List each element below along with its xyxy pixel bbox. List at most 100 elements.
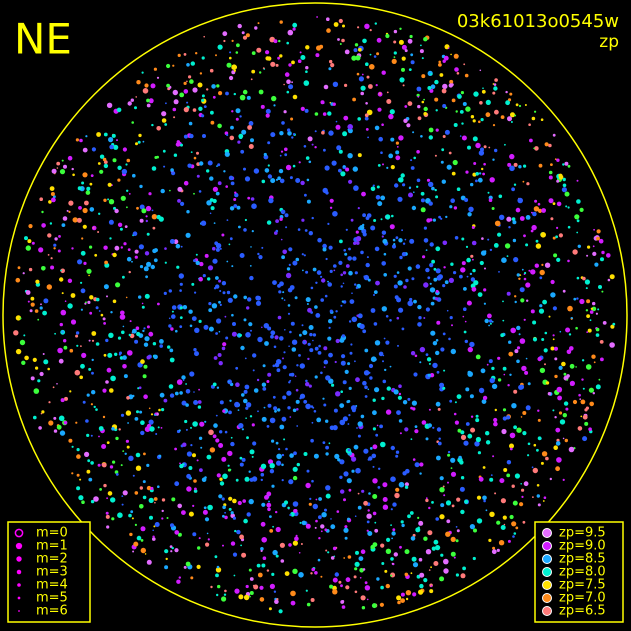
zp-label: zp=6.5 [559, 604, 606, 619]
star [116, 107, 122, 113]
star [540, 461, 544, 465]
star [477, 177, 483, 183]
star [275, 554, 279, 558]
star [372, 410, 377, 416]
star [208, 326, 214, 332]
star [488, 146, 491, 149]
star [402, 84, 405, 87]
star [443, 55, 449, 61]
star [434, 97, 439, 102]
star [327, 280, 329, 283]
star [103, 132, 108, 137]
star [466, 275, 469, 278]
star [392, 502, 397, 507]
star [351, 316, 358, 323]
star [425, 549, 432, 555]
star [375, 280, 380, 286]
star [216, 386, 220, 389]
star [372, 478, 378, 484]
star [215, 243, 222, 249]
star [492, 91, 496, 95]
star [181, 375, 186, 380]
star [93, 405, 96, 409]
star [325, 375, 331, 381]
star [475, 172, 480, 176]
star [435, 246, 441, 252]
star [178, 273, 184, 279]
star [274, 335, 279, 340]
star [276, 598, 279, 601]
star [274, 409, 277, 413]
star [512, 220, 517, 225]
star [325, 191, 329, 195]
star [243, 398, 248, 404]
star [482, 495, 487, 501]
star [126, 206, 128, 209]
star [192, 504, 195, 507]
star [245, 584, 249, 589]
star [556, 179, 560, 183]
star [325, 549, 328, 552]
star [251, 69, 256, 74]
star [584, 421, 589, 426]
star [199, 161, 204, 166]
star [241, 393, 245, 397]
star [305, 379, 308, 383]
star [348, 179, 353, 184]
star [354, 360, 356, 363]
star [265, 56, 270, 61]
star [408, 186, 412, 189]
star [270, 132, 276, 138]
star [152, 535, 155, 538]
star [395, 454, 399, 458]
star [105, 380, 109, 384]
star [342, 165, 346, 168]
star [492, 455, 495, 458]
star [436, 275, 442, 281]
star [483, 288, 487, 292]
star [393, 29, 398, 34]
star [128, 455, 134, 461]
star [428, 127, 434, 133]
star [154, 522, 160, 527]
star [186, 101, 189, 104]
star [267, 372, 272, 377]
star [345, 167, 350, 172]
star [228, 410, 232, 415]
star [233, 69, 236, 72]
star [599, 340, 604, 344]
star [507, 539, 511, 543]
star [385, 583, 390, 589]
star [439, 73, 444, 77]
star [161, 509, 164, 513]
star [442, 386, 446, 390]
star [585, 364, 592, 370]
star [229, 206, 235, 211]
star [478, 120, 481, 124]
star [211, 84, 216, 89]
star [443, 494, 446, 497]
star [420, 135, 423, 138]
star [33, 415, 37, 420]
star [427, 373, 431, 377]
star [172, 64, 175, 67]
star [341, 605, 346, 609]
star [415, 527, 421, 533]
star [144, 336, 150, 342]
star [321, 278, 326, 283]
star [401, 44, 407, 50]
star [150, 413, 154, 416]
star [360, 414, 365, 419]
star [419, 583, 424, 589]
star [163, 165, 166, 168]
star [439, 576, 445, 582]
star [91, 371, 94, 375]
star [61, 159, 64, 162]
star [519, 502, 524, 507]
star [369, 53, 372, 56]
star [261, 416, 267, 422]
star [242, 499, 246, 503]
star [401, 327, 405, 331]
star [122, 275, 125, 279]
